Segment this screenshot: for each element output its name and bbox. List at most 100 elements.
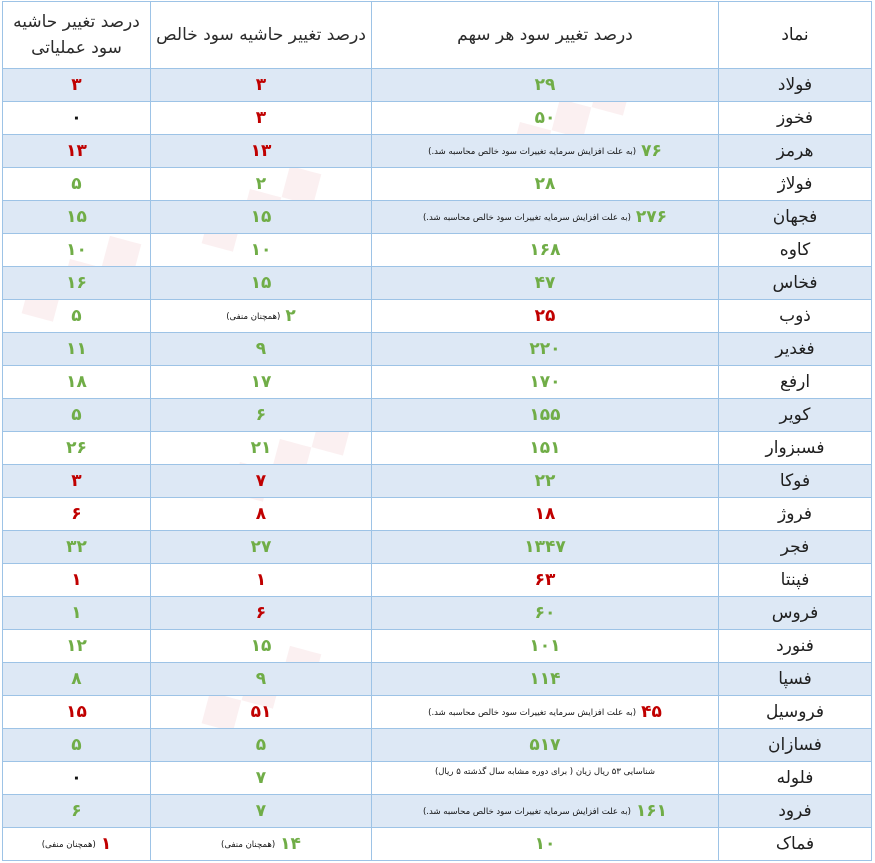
value: ۱۷ — [250, 372, 272, 392]
value: ۱۵ — [250, 636, 272, 656]
value: ۱۶۱ — [635, 801, 668, 821]
header-row: نماد درصد تغییر سود هر سهم درصد تغییر حا… — [2, 1, 872, 69]
net-margin-cell: ۱۵ — [150, 266, 372, 300]
value: ۶ — [71, 801, 82, 821]
op-margin-cell: ۲۶ — [2, 431, 151, 465]
symbol-cell: فخاس — [718, 266, 872, 300]
value: ۱ — [100, 834, 112, 854]
value: ۵ — [71, 405, 82, 425]
value: ۲۵ — [534, 306, 556, 326]
eps-cell: ۱۶۱ (به علت افزایش سرمایه تغییرات سود خال… — [371, 794, 719, 828]
table-row: فولاد ۲۹ ۳ ۳ — [2, 68, 872, 102]
value: ۷ — [255, 801, 267, 821]
value: ۸ — [255, 504, 267, 524]
table-row: فوکا ۲۲ ۷ ۳ — [2, 464, 872, 498]
value: ۱ — [71, 570, 82, 590]
table-row: کویر ۱۵۵ ۶ ۵ — [2, 398, 872, 432]
value: ۱ — [255, 570, 267, 590]
value: ۷ — [255, 471, 267, 491]
value: ۹ — [255, 339, 267, 359]
op-margin-cell: ۵ — [2, 167, 151, 201]
table-row: فسبزوار ۱۵۱ ۲۱ ۲۶ — [2, 431, 872, 465]
symbol-cell: فماک — [718, 827, 872, 861]
net-margin-cell: ۱۵ — [150, 629, 372, 663]
op-margin-cell: ۱۸ — [2, 365, 151, 399]
op-margin-cell: ۱۰ — [2, 233, 151, 267]
table-row: کاوه ۱۶۸ ۱۰ ۱۰ — [2, 233, 872, 267]
value: ۲۱ — [250, 438, 272, 458]
symbol-cell: فروسیل — [718, 695, 872, 729]
value: ۱۵۱ — [529, 438, 561, 458]
value: ۱۳ — [250, 141, 272, 161]
table-row: فجر ۱۳۴۷ ۲۷ ۳۲ — [2, 530, 872, 564]
value: ۱۲ — [66, 636, 87, 656]
net-margin-cell: ۷ — [150, 794, 372, 828]
eps-cell: شناسایی ۵۳ ریال زیان ( برای دوره مشابه س… — [371, 761, 719, 795]
eps-cell: ۲۷۶ (به علت افزایش سرمایه تغییرات سود خال… — [371, 200, 719, 234]
eps-cell: ۵۱۷ — [371, 728, 719, 762]
eps-cell: ۲۵ — [371, 299, 719, 333]
eps-cell: ۱۵۵ — [371, 398, 719, 432]
value: ۵ — [71, 735, 82, 755]
value: ۶ — [255, 405, 267, 425]
value: ۱۰ — [534, 834, 556, 854]
eps-cell: ۴۷ — [371, 266, 719, 300]
value: ۲ — [255, 174, 267, 194]
table-row: فرود ۱۶۱ (به علت افزایش سرمایه تغییرات سود… — [2, 794, 872, 828]
header-symbol: نماد — [718, 1, 872, 69]
symbol-cell: فنورد — [718, 629, 872, 663]
net-margin-cell: ۱۴ (همچنان منفی) — [150, 827, 372, 861]
table-row: فروژ ۱۸ ۸ ۶ — [2, 497, 872, 531]
symbol-cell: فلوله — [718, 761, 872, 795]
symbol-cell: فسازان — [718, 728, 872, 762]
value: ۱۵ — [66, 702, 87, 722]
value: ۱۶ — [66, 273, 87, 293]
value: ۶ — [255, 603, 267, 623]
eps-cell: ۴۵ (به علت افزایش سرمایه تغییرات سود خالص… — [371, 695, 719, 729]
symbol-cell: فسپا — [718, 662, 872, 696]
value: ۱۰ — [250, 240, 272, 260]
eps-cell: ۱۱۴ — [371, 662, 719, 696]
eps-cell: ۲۸ — [371, 167, 719, 201]
net-margin-cell: ۱۰ — [150, 233, 372, 267]
value: ۳ — [255, 75, 267, 95]
net-margin-cell: ۲۷ — [150, 530, 372, 564]
table-body: فولاد ۲۹ ۳ ۳ فخوز ۵۰ ۳ ۰ هرمز ۷۶(به علت افزایش سر… — [2, 68, 872, 861]
value: ۱۵ — [66, 207, 87, 227]
net-margin-cell: ۷ — [150, 464, 372, 498]
net-margin-cell: ۲ — [150, 167, 372, 201]
op-margin-cell: ۳ — [2, 464, 151, 498]
value: ۳ — [255, 108, 267, 128]
op-margin-cell: ۱ (همچنان منفی) — [2, 827, 151, 861]
header-net-margin-change: درصد تغییر حاشیه سود خالص — [150, 1, 372, 69]
eps-cell: ۱۷۰ — [371, 365, 719, 399]
value: ۵۱ — [250, 702, 272, 722]
symbol-cell: فرود — [718, 794, 872, 828]
value: ۴۵ — [641, 702, 662, 722]
net-margin-cell: ۱ — [150, 563, 372, 597]
eps-cell: ۲۹ — [371, 68, 719, 102]
value: ۱۴ — [280, 834, 301, 854]
table-row: فلوله شناسایی ۵۳ ریال زیان ( برای دوره مش… — [2, 761, 872, 795]
value: ۲۶ — [66, 438, 87, 458]
value: ۵۱۷ — [529, 735, 561, 755]
value: ۵ — [255, 735, 267, 755]
eps-cell: ۱۸ — [371, 497, 719, 531]
value: ۳ — [71, 75, 82, 95]
op-margin-cell: ۵ — [2, 398, 151, 432]
op-margin-cell: ۱۶ — [2, 266, 151, 300]
symbol-cell: فروژ — [718, 497, 872, 531]
note-text: (همچنان منفی) — [221, 839, 276, 850]
op-margin-cell: ۵ — [2, 299, 151, 333]
value: ۱۰۱ — [529, 636, 561, 656]
value: ۱۱۴ — [529, 669, 561, 689]
net-margin-cell: ۶ — [150, 596, 372, 630]
table-row: فولاژ ۲۸ ۲ ۵ — [2, 167, 872, 201]
table-row: فپنتا ۶۳ ۱ ۱ — [2, 563, 872, 597]
eps-cell: ۷۶ (به علت افزایش سرمایه تغییرات سود خالص… — [371, 134, 719, 168]
op-margin-cell: ۱۳ — [2, 134, 151, 168]
eps-cell: ۲۲۰ — [371, 332, 719, 366]
table-row: فنورد ۱۰۱ ۱۵ ۱۲ — [2, 629, 872, 663]
eps-cell: ۱۰۱ — [371, 629, 719, 663]
